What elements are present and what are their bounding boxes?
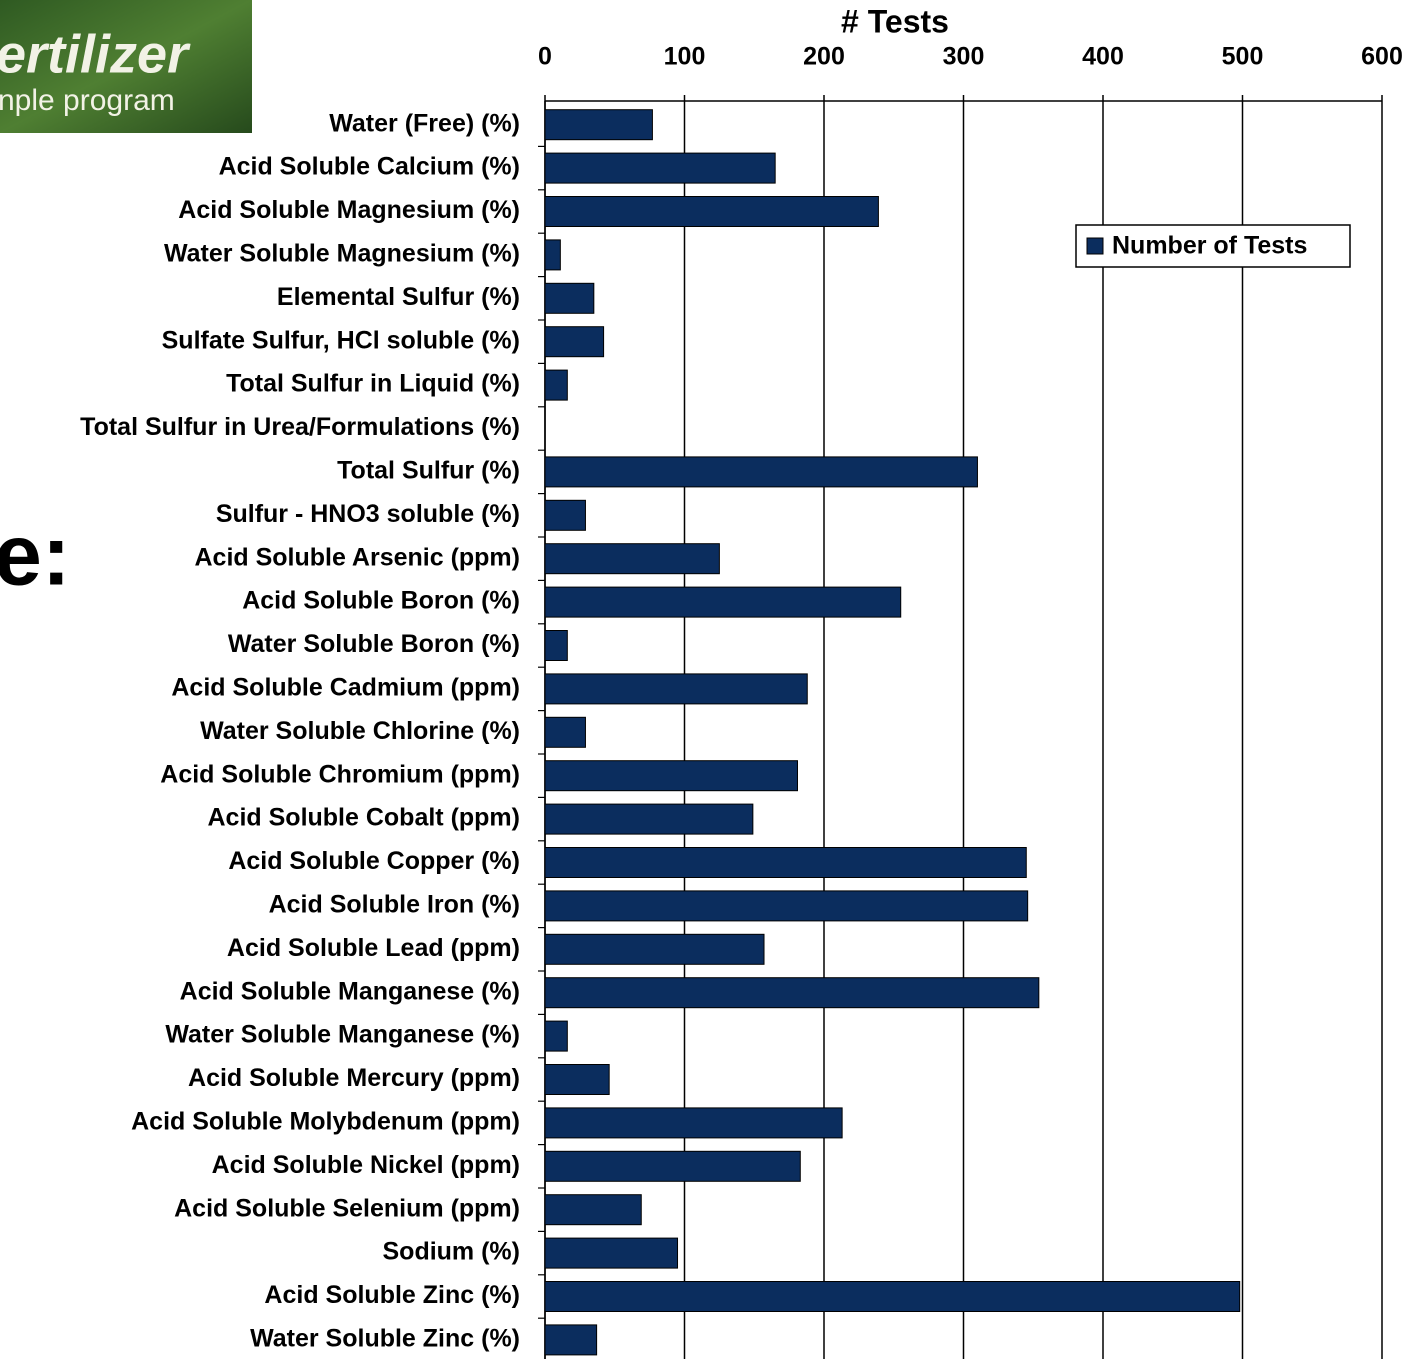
page: ertilizer nple program e: # Tests 0 100 20…: [0, 0, 1422, 1359]
y-tick-label: Sulfur - HNO3 soluble (%): [216, 500, 520, 528]
bar: [545, 587, 901, 617]
legend-label: Number of Tests: [1112, 232, 1307, 260]
y-tick-label: Acid Soluble Selenium (ppm): [174, 1194, 520, 1222]
bar: [545, 631, 567, 661]
bar: [545, 978, 1039, 1008]
legend-swatch: [1087, 238, 1103, 254]
bar: [545, 1282, 1240, 1312]
bar: [545, 1195, 641, 1225]
y-tick-label: Acid Soluble Arsenic (ppm): [194, 543, 520, 571]
bar: [545, 500, 585, 530]
y-tick-label: Sulfate Sulfur, HCl soluble (%): [162, 326, 520, 354]
logo-subtitle: nple program: [0, 84, 175, 117]
y-tick-label: Acid Soluble Boron (%): [242, 587, 520, 615]
bar: [545, 283, 594, 313]
x-tick-label: 600: [1361, 43, 1403, 71]
bar: [545, 674, 807, 704]
bar: [545, 717, 585, 747]
y-tick-label: Acid Soluble Lead (ppm): [227, 934, 520, 962]
y-tick-label: Water Soluble Chlorine (%): [200, 717, 520, 745]
x-tick-label: 100: [664, 43, 706, 71]
y-tick-label: Total Sulfur in Urea/Formulations (%): [80, 413, 520, 441]
y-tick-label: Elemental Sulfur (%): [277, 283, 520, 311]
bar: [545, 153, 775, 183]
y-tick-label: Total Sulfur in Liquid (%): [226, 370, 520, 398]
bar: [545, 327, 604, 357]
x-tick-label: 200: [803, 43, 845, 71]
chart-title: # Tests: [841, 3, 949, 39]
bar: [545, 1108, 842, 1138]
slide-fragment: e:: [0, 508, 70, 604]
y-tick-label: Acid Soluble Cadmium (ppm): [171, 674, 520, 702]
y-tick-label: Acid Soluble Molybdenum (ppm): [131, 1108, 520, 1136]
bar: [545, 848, 1026, 878]
bar: [545, 891, 1028, 921]
y-tick-label: Acid Soluble Mercury (ppm): [188, 1064, 520, 1092]
y-tick-label: Acid Soluble Zinc (%): [264, 1281, 520, 1309]
y-tick-label: Water (Free) (%): [329, 109, 520, 137]
logo-title: ertilizer: [0, 24, 191, 84]
y-tick-label: Water Soluble Magnesium (%): [164, 240, 520, 268]
y-tick-label: Acid Soluble Nickel (ppm): [212, 1151, 520, 1179]
x-tick-label: 300: [943, 43, 985, 71]
bar: [545, 1325, 597, 1355]
y-tick-label: Acid Soluble Magnesium (%): [178, 196, 520, 224]
y-tick-label: Water Soluble Manganese (%): [165, 1021, 520, 1049]
y-tick-label: Water Soluble Boron (%): [228, 630, 520, 658]
x-tick-label: 0: [538, 43, 552, 71]
y-tick-label: Acid Soluble Copper (%): [228, 847, 520, 875]
bar: [545, 240, 560, 270]
bar: [545, 804, 753, 834]
bar: [545, 761, 797, 791]
y-tick-label: Water Soluble Zinc (%): [250, 1325, 520, 1353]
y-tick-label: Acid Soluble Iron (%): [269, 891, 520, 919]
bar: [545, 197, 878, 227]
chart: ertilizer nple program e: # Tests 0 100 20…: [0, 0, 1422, 1359]
bar: [545, 110, 652, 140]
bar: [545, 457, 977, 487]
bar: [545, 1151, 800, 1181]
x-tick-label: 500: [1222, 43, 1264, 71]
bar: [545, 1238, 678, 1268]
bar: [545, 370, 567, 400]
y-tick-label: Acid Soluble Manganese (%): [180, 977, 520, 1005]
bar: [545, 1021, 567, 1051]
x-tick-label: 400: [1082, 43, 1124, 71]
bar: [545, 544, 719, 574]
bar: [545, 1065, 609, 1095]
y-tick-label: Total Sulfur (%): [337, 457, 520, 485]
y-tick-label: Acid Soluble Cobalt (ppm): [208, 804, 521, 832]
bar: [545, 934, 764, 964]
y-tick-label: Sodium (%): [383, 1238, 521, 1266]
y-tick-label: Acid Soluble Calcium (%): [219, 153, 520, 181]
y-tick-label: Acid Soluble Chromium (ppm): [160, 760, 520, 788]
